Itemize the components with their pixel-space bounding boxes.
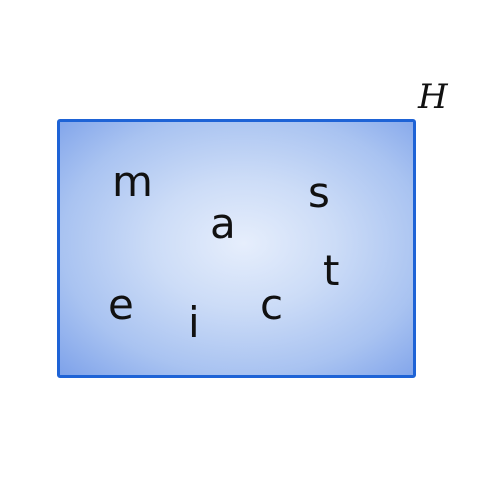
element-a: a bbox=[210, 199, 236, 248]
element-e: e bbox=[108, 280, 134, 329]
element-m: m bbox=[112, 157, 153, 206]
element-i: i bbox=[188, 298, 200, 347]
element-s: s bbox=[308, 168, 330, 217]
element-c: c bbox=[260, 280, 284, 329]
set-h-region bbox=[57, 119, 416, 378]
set-label: H bbox=[418, 77, 448, 117]
element-t: t bbox=[323, 246, 340, 295]
